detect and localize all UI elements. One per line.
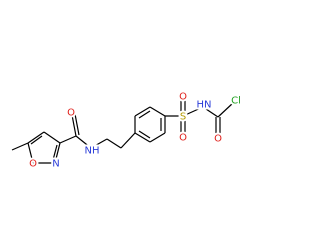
atom-label: O	[179, 133, 187, 144]
atom-label: O	[67, 108, 75, 119]
bonds	[11, 97, 234, 164]
atom-label: NH	[85, 146, 100, 157]
atom-label: O	[179, 92, 187, 103]
atom-label: N	[52, 159, 59, 170]
atom-label: O	[214, 134, 222, 145]
atom-label: Cl	[231, 96, 241, 107]
atom-label: S	[180, 112, 186, 123]
atom-label: O	[29, 159, 37, 170]
structure: N O O NH S O O HN O Cl	[11, 90, 243, 172]
page: N O O NH S O O HN O Cl (() => { const da…	[11, 90, 243, 172]
atom-label: HN	[197, 100, 212, 111]
